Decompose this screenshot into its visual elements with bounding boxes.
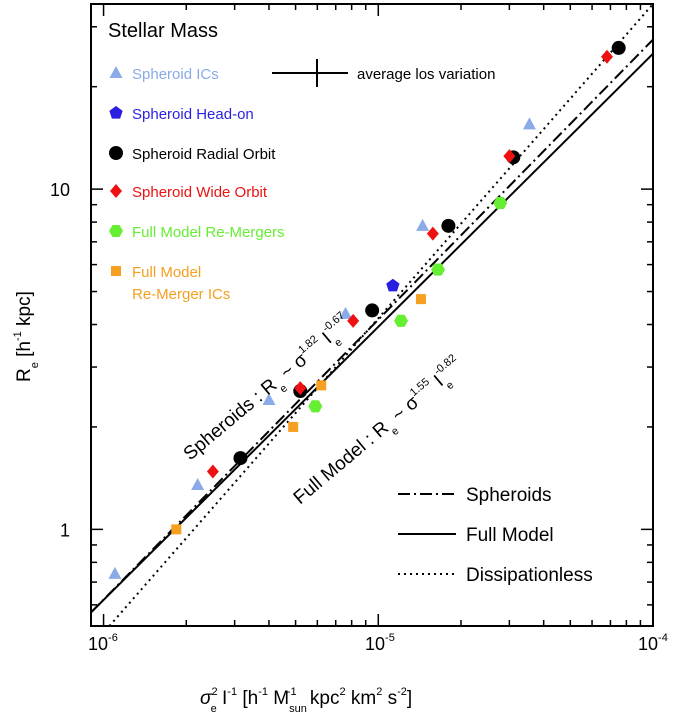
- point-spheroid-radial-orbit: [365, 303, 380, 318]
- x-tick-label-1e-5: 10-5: [365, 632, 395, 654]
- point-spheroid-radial-orbit: [441, 218, 456, 233]
- point-full-model-re-mergers: [394, 314, 409, 327]
- x-tick-label-1e-6: 10-6: [88, 632, 118, 654]
- point-spheroid-head-on: [386, 278, 400, 292]
- line-legend-fullmodel-label: Full Model: [466, 525, 554, 546]
- point-spheroid-radial-orbit: [611, 40, 626, 55]
- point-spheroid-ics: [262, 393, 276, 406]
- legend-label-spheroid-wide-orbit: Spheroid Wide Orbit: [132, 184, 268, 201]
- point-spheroid-wide-orbit: [347, 313, 360, 328]
- point-spheroid-ics: [416, 218, 430, 231]
- point-spheroid-radial-orbit: [233, 451, 248, 466]
- point-full-model-re-mergers: [431, 263, 446, 276]
- point-spheroid-wide-orbit: [294, 381, 307, 396]
- line-legend: Spheroids Full Model Dissipationless: [398, 485, 593, 586]
- fit-line-full-model: [90, 53, 654, 614]
- point-full-model-re-merger-ics: [171, 524, 182, 535]
- errorbar-legend: average los variation: [272, 59, 495, 87]
- line-legend-dissipationless-label: Dissipationless: [466, 565, 593, 586]
- point-full-model-re-merger-ics: [316, 380, 327, 391]
- point-spheroid-ics: [339, 306, 353, 319]
- legend-marker-full-model-re-merger-ics: [111, 266, 121, 276]
- y-tick-label-1: 1: [60, 520, 70, 540]
- point-spheroid-wide-orbit: [503, 149, 516, 164]
- line-legend-spheroids-label: Spheroids: [466, 485, 552, 506]
- legend-label-spheroid-head-on: Spheroid Head-on: [132, 106, 254, 123]
- errorbar-legend-label: average los variation: [357, 66, 495, 83]
- plot-frame: [90, 3, 654, 627]
- legend-marker-spheroid-head-on: [109, 106, 123, 119]
- fullmodel-fit-annotation: Full Model : Re ~ σ1.55 Ie-0.82: [287, 352, 471, 513]
- point-full-model-re-merger-ics: [288, 421, 299, 432]
- point-full-model-re-mergers: [493, 196, 508, 210]
- point-spheroid-ics: [191, 478, 205, 491]
- legend-label-full-model-re-mergers: Full Model Re-Mergers: [132, 224, 285, 241]
- y-axis-label: Re [h-1 kpc]: [12, 291, 41, 382]
- point-spheroid-wide-orbit: [600, 49, 613, 64]
- legend-label-full-model-re-merger-ics: Full Model: [132, 264, 201, 281]
- marker-legend: Spheroid ICs Spheroid Head-on Spheroid Rad…: [109, 66, 285, 303]
- legend-marker-full-model-re-mergers: [109, 224, 123, 238]
- chart-title: Stellar Mass: [108, 20, 218, 42]
- legend-marker-spheroid-radial-orbit: [109, 146, 123, 160]
- data-points: [108, 40, 626, 579]
- fit-line-spheroids: [90, 38, 654, 614]
- point-full-model-re-merger-ics: [415, 294, 426, 305]
- legend-label-full-model-re-merger-ics: Re-Merger ICs: [132, 286, 230, 303]
- point-full-model-re-mergers: [308, 400, 323, 413]
- x-tick-label-1e-4: 10-4: [638, 632, 668, 654]
- y-tick-label-10: 10: [50, 180, 70, 200]
- fit-line-dissipationless: [108, 3, 654, 627]
- legend-marker-spheroid-wide-orbit: [110, 184, 122, 198]
- axis-ticks: [91, 4, 653, 626]
- legend-marker-spheroid-ics: [109, 66, 123, 78]
- point-spheroid-ics: [522, 117, 536, 130]
- point-spheroid-ics: [108, 566, 122, 579]
- x-axis-label: σ2 e I-1 [h-1 Msun-1 kpc2 km2 s-2]: [200, 686, 412, 715]
- point-spheroid-wide-orbit: [426, 226, 439, 241]
- fit-lines: [90, 3, 654, 627]
- legend-label-spheroid-radial-orbit: Spheroid Radial Orbit: [132, 146, 276, 163]
- point-spheroid-wide-orbit: [206, 464, 219, 479]
- legend-label-spheroid-ics: Spheroid ICs: [132, 66, 219, 83]
